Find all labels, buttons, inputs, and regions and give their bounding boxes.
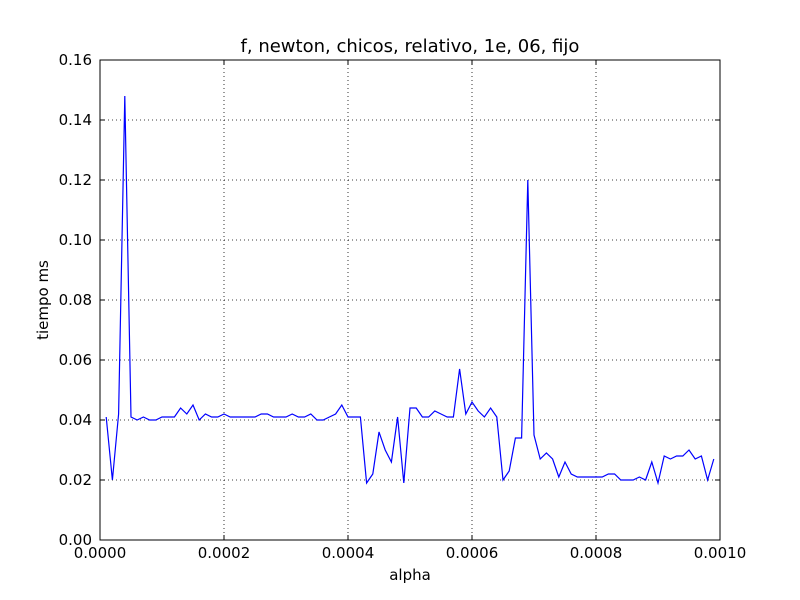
x-tick-label: 0.0000 bbox=[74, 544, 127, 562]
y-tick-label: 0.08 bbox=[59, 291, 92, 309]
y-tick-label: 0.02 bbox=[59, 471, 92, 489]
y-axis-label: tiempo ms bbox=[34, 260, 52, 340]
y-tick-label: 0.04 bbox=[59, 411, 92, 429]
y-tick-label: 0.16 bbox=[59, 51, 92, 69]
axis-ticks bbox=[99, 59, 721, 541]
x-tick-labels: 0.0000 0.0002 0.0004 0.0006 0.0008 0.0010 bbox=[74, 544, 747, 562]
x-tick-label: 0.0006 bbox=[446, 544, 499, 562]
y-tick-label: 0.06 bbox=[59, 351, 92, 369]
x-tick-label: 0.0008 bbox=[570, 544, 623, 562]
chart-title: f, newton, chicos, relativo, 1e, 06, fij… bbox=[241, 36, 580, 57]
y-tick-label: 0.14 bbox=[59, 111, 92, 129]
grid-lines bbox=[100, 60, 720, 540]
y-tick-label: 0.00 bbox=[59, 531, 92, 549]
x-axis-label: alpha bbox=[389, 566, 431, 584]
x-tick-label: 0.0002 bbox=[198, 544, 251, 562]
x-tick-label: 0.0010 bbox=[694, 544, 747, 562]
y-tick-label: 0.10 bbox=[59, 231, 92, 249]
series-line bbox=[105, 95, 715, 486]
y-tick-label: 0.12 bbox=[59, 171, 92, 189]
y-tick-labels: 0.00 0.02 0.04 0.06 0.08 0.10 0.12 0.14 0.16 bbox=[59, 51, 92, 549]
x-tick-label: 0.0004 bbox=[322, 544, 375, 562]
